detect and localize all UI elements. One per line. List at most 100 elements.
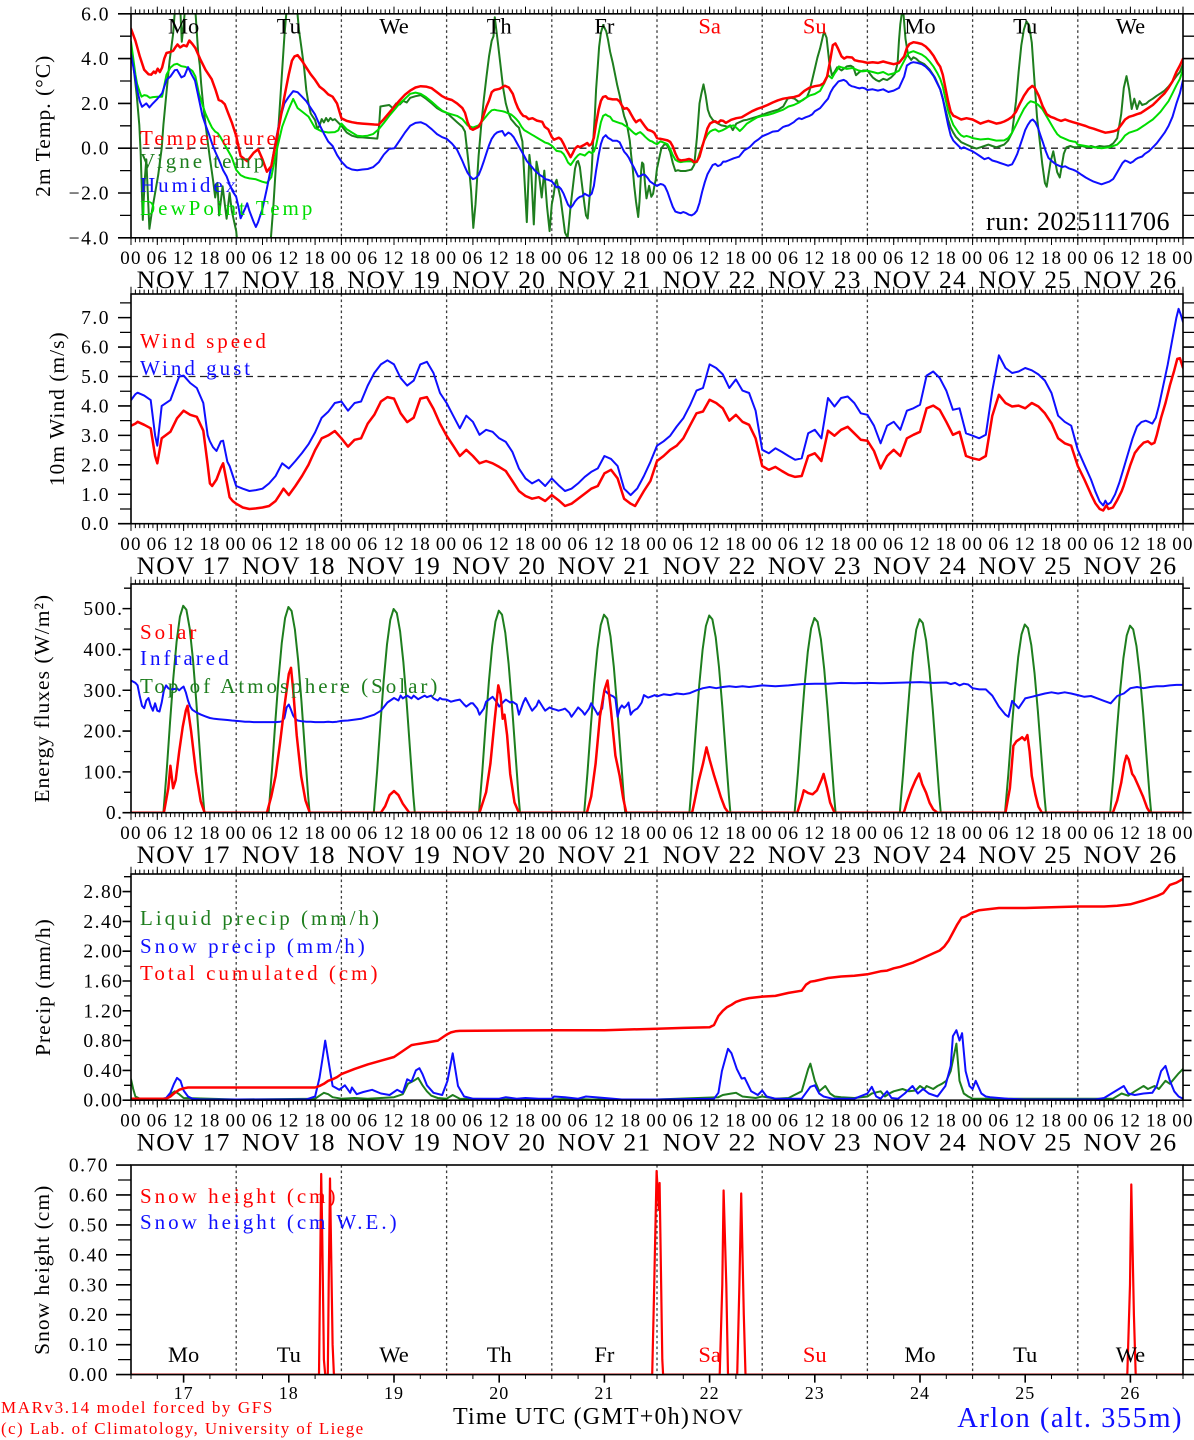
svg-text:21: 21 bbox=[594, 1383, 614, 1403]
svg-text:06: 06 bbox=[673, 1110, 694, 1131]
svg-text:18: 18 bbox=[515, 248, 536, 269]
svg-text:12: 12 bbox=[909, 823, 930, 844]
svg-text:NOV 17: NOV 17 bbox=[137, 551, 231, 580]
svg-text:18: 18 bbox=[199, 534, 220, 555]
svg-text:00: 00 bbox=[1172, 534, 1193, 555]
svg-text:Energy fluxes (W/m²): Energy fluxes (W/m²) bbox=[30, 594, 54, 803]
svg-text:NOV: NOV bbox=[692, 1404, 744, 1429]
svg-text:20: 20 bbox=[489, 1383, 509, 1403]
svg-text:06: 06 bbox=[778, 248, 799, 269]
svg-text:12: 12 bbox=[488, 534, 509, 555]
svg-text:18: 18 bbox=[1146, 534, 1167, 555]
svg-text:Liquid precip (mm/h): Liquid precip (mm/h) bbox=[140, 906, 382, 930]
svg-text:18: 18 bbox=[830, 534, 851, 555]
svg-text:06: 06 bbox=[357, 1110, 378, 1131]
svg-text:NOV 18: NOV 18 bbox=[242, 551, 336, 580]
svg-text:00: 00 bbox=[541, 1110, 562, 1131]
svg-text:00: 00 bbox=[541, 534, 562, 555]
svg-text:12: 12 bbox=[594, 534, 615, 555]
svg-text:We: We bbox=[379, 14, 408, 39]
svg-text:06: 06 bbox=[567, 248, 588, 269]
svg-text:18: 18 bbox=[1041, 248, 1062, 269]
svg-text:NOV 22: NOV 22 bbox=[663, 551, 757, 580]
svg-text:00: 00 bbox=[436, 534, 457, 555]
svg-text:00: 00 bbox=[857, 823, 878, 844]
svg-text:12: 12 bbox=[594, 823, 615, 844]
svg-text:NOV 23: NOV 23 bbox=[768, 840, 862, 869]
svg-text:06: 06 bbox=[147, 534, 168, 555]
svg-text:0.30: 0.30 bbox=[69, 1275, 109, 1296]
svg-text:06: 06 bbox=[147, 823, 168, 844]
svg-text:00: 00 bbox=[751, 823, 772, 844]
svg-text:3.0: 3.0 bbox=[81, 426, 110, 447]
svg-text:18: 18 bbox=[410, 248, 431, 269]
svg-text:06: 06 bbox=[252, 1110, 273, 1131]
svg-text:00: 00 bbox=[120, 248, 141, 269]
svg-text:NOV 19: NOV 19 bbox=[347, 1127, 441, 1156]
svg-text:18: 18 bbox=[304, 1110, 325, 1131]
svg-text:NOV 21: NOV 21 bbox=[557, 551, 651, 580]
svg-text:18: 18 bbox=[936, 823, 957, 844]
svg-text:run: 2025111706: run: 2025111706 bbox=[986, 207, 1170, 236]
svg-text:19: 19 bbox=[384, 1383, 404, 1403]
svg-text:06: 06 bbox=[883, 248, 904, 269]
svg-text:18: 18 bbox=[830, 1110, 851, 1131]
svg-text:12: 12 bbox=[1014, 534, 1035, 555]
svg-text:06: 06 bbox=[988, 823, 1009, 844]
svg-text:00: 00 bbox=[1067, 1110, 1088, 1131]
svg-text:500.: 500. bbox=[83, 599, 123, 620]
svg-text:06: 06 bbox=[147, 248, 168, 269]
svg-text:12: 12 bbox=[383, 1110, 404, 1131]
svg-text:12: 12 bbox=[383, 534, 404, 555]
svg-text:Th: Th bbox=[487, 14, 512, 39]
svg-text:0.00: 0.00 bbox=[69, 1365, 109, 1386]
svg-text:0.10: 0.10 bbox=[69, 1335, 109, 1356]
svg-text:NOV 18: NOV 18 bbox=[242, 840, 336, 869]
svg-text:18: 18 bbox=[620, 248, 641, 269]
svg-text:06: 06 bbox=[1093, 534, 1114, 555]
svg-text:Humidex: Humidex bbox=[140, 173, 239, 197]
svg-text:00: 00 bbox=[857, 248, 878, 269]
svg-text:NOV 22: NOV 22 bbox=[663, 265, 757, 294]
svg-text:2.80: 2.80 bbox=[83, 882, 123, 903]
svg-text:18: 18 bbox=[410, 823, 431, 844]
svg-text:4.0: 4.0 bbox=[81, 49, 110, 70]
svg-text:12: 12 bbox=[804, 248, 825, 269]
svg-text:NOV 23: NOV 23 bbox=[768, 1127, 862, 1156]
svg-text:00: 00 bbox=[1172, 823, 1193, 844]
svg-text:Su: Su bbox=[803, 1342, 827, 1367]
svg-text:00: 00 bbox=[541, 823, 562, 844]
svg-text:Fr: Fr bbox=[594, 1342, 615, 1367]
svg-text:6.0: 6.0 bbox=[81, 338, 110, 359]
svg-text:00: 00 bbox=[331, 534, 352, 555]
svg-text:Wind speed: Wind speed bbox=[140, 329, 269, 353]
svg-text:NOV 20: NOV 20 bbox=[452, 840, 546, 869]
svg-text:2.0: 2.0 bbox=[81, 455, 110, 476]
svg-text:400.: 400. bbox=[83, 640, 123, 661]
svg-text:06: 06 bbox=[252, 534, 273, 555]
svg-text:06: 06 bbox=[567, 1110, 588, 1131]
svg-text:06: 06 bbox=[673, 823, 694, 844]
svg-text:12: 12 bbox=[699, 823, 720, 844]
svg-text:(c) Lab. of Climatology, Unive: (c) Lab. of Climatology, University of L… bbox=[1, 1419, 365, 1438]
svg-text:00: 00 bbox=[962, 823, 983, 844]
svg-text:18: 18 bbox=[1146, 1110, 1167, 1131]
svg-text:Fr: Fr bbox=[594, 14, 615, 39]
svg-text:00: 00 bbox=[1172, 1110, 1193, 1131]
svg-text:00: 00 bbox=[751, 248, 772, 269]
svg-text:00: 00 bbox=[331, 823, 352, 844]
svg-text:18: 18 bbox=[1041, 1110, 1062, 1131]
svg-text:1.20: 1.20 bbox=[83, 1001, 123, 1022]
svg-text:Tu: Tu bbox=[277, 14, 301, 39]
svg-text:12: 12 bbox=[804, 1110, 825, 1131]
svg-text:−4.0: −4.0 bbox=[69, 228, 110, 249]
svg-text:NOV 19: NOV 19 bbox=[347, 551, 441, 580]
svg-text:06: 06 bbox=[462, 1110, 483, 1131]
svg-text:00: 00 bbox=[962, 534, 983, 555]
svg-text:06: 06 bbox=[1093, 248, 1114, 269]
svg-text:12: 12 bbox=[488, 248, 509, 269]
svg-text:Sa: Sa bbox=[698, 1342, 721, 1367]
svg-text:12: 12 bbox=[699, 534, 720, 555]
svg-text:NOV 17: NOV 17 bbox=[137, 840, 231, 869]
svg-text:22: 22 bbox=[700, 1383, 720, 1403]
